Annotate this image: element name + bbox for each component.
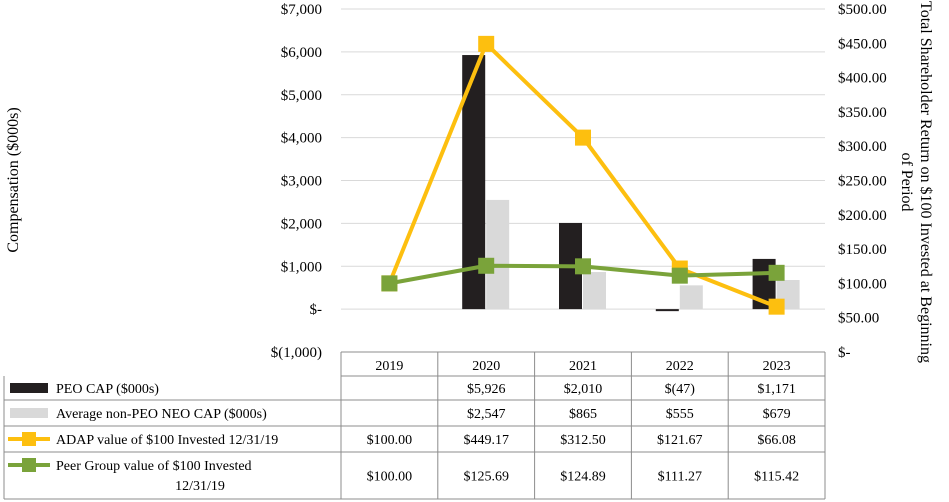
legend-key-neo-cap [10,408,48,418]
peo-cap-bar [655,309,679,312]
left-tick-label: $3,000 [281,174,322,190]
table-header-year: 2020 [472,359,500,374]
table-cell-value: $115.42 [754,470,799,485]
table-cell-value: $312.50 [560,433,606,448]
bars [462,55,800,312]
left-tick-label: $2,000 [281,216,322,232]
adap-tsr-marker [575,129,591,146]
table-cell-value: $555 [666,407,694,422]
table-cell-value: $5,926 [467,382,506,397]
right-tick-label: $150.00 [838,242,887,258]
right-tick-label: $100.00 [838,276,887,292]
table-cell-value: $1,171 [757,382,796,397]
right-tick-label: $200.00 [838,208,887,224]
neo-cap-bar [486,199,510,310]
left-tick-label: $4,000 [281,131,322,147]
table-cell-value: $679 [763,407,791,422]
left-axis-title: Compensation ($000s) [5,107,22,252]
table-cell-value: $(47) [665,382,696,397]
adap-tsr-marker [768,298,785,315]
table-header-year: 2021 [569,359,597,374]
adap-tsr-marker [478,35,495,52]
legend-label: ADAP value of $100 Invested 12/31/19 [56,433,278,448]
neo-cap-bar [679,285,703,310]
right-axis-title-line2: of Period [898,152,915,211]
table-cell-value: $66.08 [757,433,796,448]
left-tick-label: $6,000 [281,45,322,61]
right-tick-label: $50.00 [838,311,879,327]
table-cell-value: $121.67 [657,433,703,448]
right-axis-title-line1: Total Shareholder Return on $100 Investe… [917,1,934,363]
legend-label: Average non-PEO NEO CAP ($000s) [56,407,267,422]
legend-key-adap-marker [22,432,36,446]
right-tick-label: $350.00 [838,105,887,121]
data-table: 2019 2020 2021 2022 2023 PEO CAP ($000s) $5,92… [3,351,826,500]
table-cell-value: $100.00 [367,470,413,485]
peer-tsr-marker [381,275,398,292]
peer-tsr-marker [768,264,785,281]
left-tick-label: $7,000 [281,2,322,18]
right-tick-label: $450.00 [838,36,887,52]
table-cell-value: $124.89 [560,470,606,485]
legend-label: Peer Group value of $100 Invested [56,459,252,474]
table-header-year: 2022 [666,359,694,374]
table-cell-value: $111.27 [658,470,702,485]
table-cell-value: $865 [569,407,597,422]
peer-tsr-marker [575,258,591,275]
right-tick-label: $300.00 [838,139,887,155]
lines [381,35,785,315]
table-cell-value: $449.17 [463,433,509,448]
axis-ticks: $7,000 $6,000 $5,000 $4,000 $3,000 $2,000 $1,0… [271,2,887,361]
table-header-year: 2019 [375,359,403,374]
table-cell-value: $100.00 [367,433,413,448]
left-tick-label: $- [310,302,323,318]
right-tick-label: $250.00 [838,174,887,190]
peo-cap-bar [462,55,486,310]
right-tick-label: $500.00 [838,2,887,18]
legend-label-line2: 12/31/19 [175,479,225,494]
legend-key-peo-cap [10,383,48,393]
legend-key-peer-marker [22,458,36,472]
legend-label: PEO CAP ($000s) [56,382,159,397]
neo-cap-bar [583,272,606,310]
right-tick-label: $400.00 [838,71,887,87]
table-cell-value: $2,547 [467,407,506,422]
peer-tsr-marker [671,267,688,284]
left-tick-label: $5,000 [281,88,322,104]
left-tick-label: $1,000 [281,259,322,275]
left-tick-label: $(1,000) [271,345,322,361]
table-header-year: 2023 [763,359,791,374]
table-cell-value: $125.69 [463,470,509,485]
table-cell-value: $2,010 [564,382,603,397]
peer-tsr-marker [478,257,495,274]
right-tick-label: $- [838,345,851,361]
